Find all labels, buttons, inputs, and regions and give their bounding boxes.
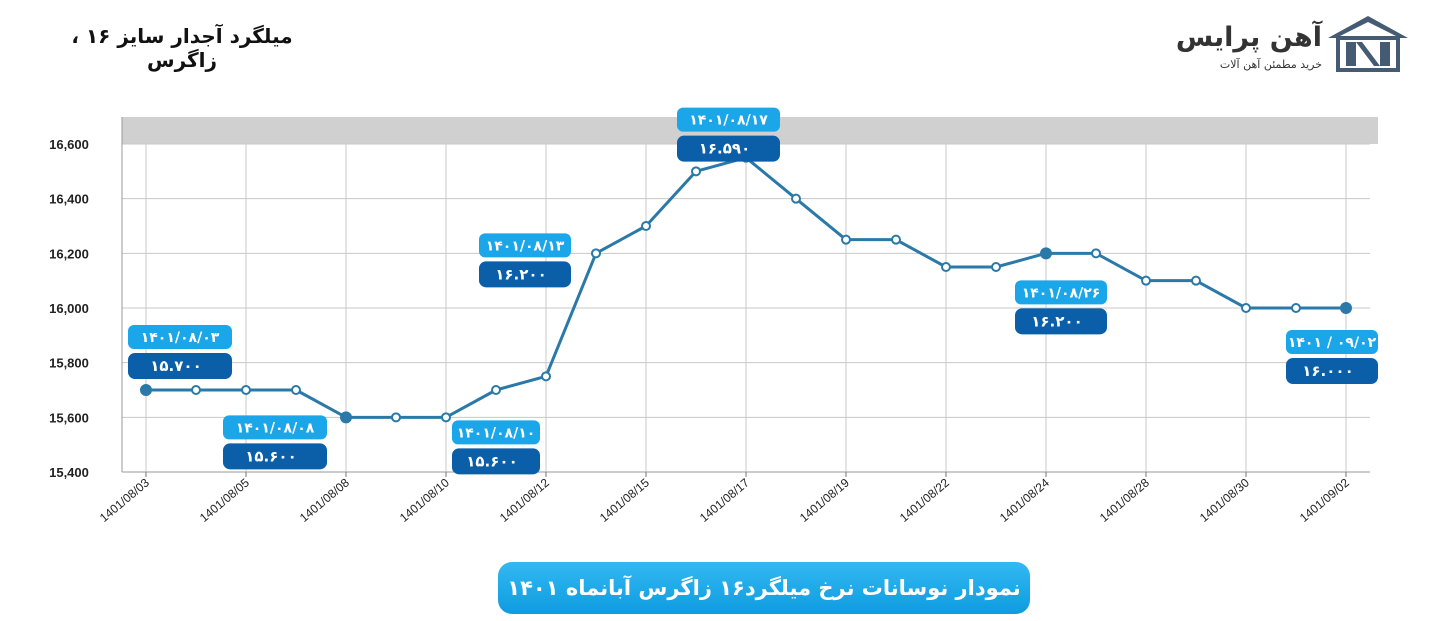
date-label-bg xyxy=(128,325,232,349)
data-point xyxy=(1091,248,1101,259)
x-tick-label: 1401/08/12 xyxy=(497,475,552,525)
brand-tagline: خرید مطمئن آهن آلات xyxy=(1219,58,1322,71)
x-tick-label: 1401/08/19 xyxy=(797,475,852,525)
y-tick-label: 15,400 xyxy=(49,465,89,480)
date-label: ۱۴۰۱/۰۸/۱۳ xyxy=(486,238,565,254)
y-tick-label: 16,200 xyxy=(49,246,89,261)
x-tick-label: 1401/08/15 xyxy=(597,475,652,525)
data-point xyxy=(340,411,352,424)
data-point xyxy=(291,385,301,395)
y-tick-label: 16,400 xyxy=(49,192,89,207)
brand-name: آهن پرایس xyxy=(1175,22,1322,53)
price-annotation: ۱۴۰۱/۰۸/۲۶ ۱۶.۲۰۰ xyxy=(1015,280,1107,335)
price-label-bg xyxy=(677,135,780,162)
price-label: ۱۵.۶۰۰ xyxy=(245,447,296,465)
y-tick-label: 15,800 xyxy=(49,356,89,371)
x-tick-label: 1401/08/08 xyxy=(297,475,352,525)
price-label-bg xyxy=(479,261,571,288)
data-point xyxy=(140,384,152,396)
x-tick-label: 1401/08/30 xyxy=(1197,475,1252,525)
price-annotation: ۱۴۰۱ / ۰۹/۰۲ ۱۶.۰۰۰ xyxy=(1286,330,1378,384)
date-label-bg xyxy=(677,107,780,132)
date-label-bg xyxy=(1015,280,1107,305)
date-label: ۱۴۰۱/۰۸/۲۶ xyxy=(1022,285,1101,301)
date-label-bg xyxy=(452,420,540,445)
x-tick-label: 1401/08/28 xyxy=(1097,475,1152,525)
data-point xyxy=(591,248,601,259)
price-annotation: ۱۴۰۱/۰۸/۰۸ ۱۵.۶۰۰ xyxy=(223,415,327,470)
x-tick-label: 1401/08/17 xyxy=(697,475,752,525)
page-title: میلگرد آجدار سایز ۱۶ ، زاگرس xyxy=(71,24,293,72)
price-label-bg xyxy=(128,353,232,379)
price-label-bg xyxy=(223,443,327,470)
data-point xyxy=(1141,275,1151,286)
price-label-bg xyxy=(452,448,540,475)
y-tick-label: 16,600 xyxy=(49,137,89,152)
chart-grid xyxy=(122,143,1370,473)
data-point xyxy=(791,193,801,204)
brand[interactable]: آهن پرایس خرید مطمئن آهن آلات xyxy=(1176,12,1410,76)
date-label: ۱۴۰۱/۰۸/۱۷ xyxy=(689,113,768,129)
data-point xyxy=(641,221,651,231)
data-point xyxy=(1291,303,1301,313)
data-point xyxy=(841,234,851,245)
date-label: ۱۴۰۱/۰۸/۰۸ xyxy=(236,420,315,436)
data-point xyxy=(541,371,551,382)
price-label-bg xyxy=(1286,358,1378,384)
x-tick-label: 1401/08/05 xyxy=(197,475,252,525)
data-point xyxy=(441,412,451,423)
data-point xyxy=(391,412,401,423)
price-label: ۱۵.۶۰۰ xyxy=(466,452,517,470)
price-annotation: ۱۴۰۱/۰۸/۱۰ ۱۵.۶۰۰ xyxy=(452,420,540,475)
price-label: ۱۶.۵۹۰ xyxy=(699,140,750,158)
series-points xyxy=(140,152,1352,424)
y-axis-ticks: 15,400 15,600 15,800 16,000 16,200 16,400 16,6… xyxy=(49,137,89,480)
date-label-bg xyxy=(1286,330,1378,354)
price-annotation: ۱۴۰۱/۰۸/۰۳ ۱۵.۷۰۰ xyxy=(128,325,232,379)
x-tick-label: 1401/08/03 xyxy=(97,475,152,525)
y-tick-label: 15,600 xyxy=(49,410,89,425)
data-point xyxy=(991,262,1001,272)
price-label: ۱۶.۰۰۰ xyxy=(1302,362,1353,380)
data-point xyxy=(491,385,501,395)
price-label: ۱۵.۷۰۰ xyxy=(150,357,201,375)
data-point xyxy=(1191,275,1201,286)
price-label: ۱۶.۲۰۰ xyxy=(1031,312,1082,330)
x-tick-label: 1401/09/02 xyxy=(1297,475,1352,525)
x-tick-label: 1401/08/10 xyxy=(397,475,452,525)
x-axis-ticks: 1401/08/03 1401/08/05 1401/08/08 1401/08/10… xyxy=(97,472,1352,525)
data-point xyxy=(241,385,251,395)
x-tick-label: 1401/08/22 xyxy=(897,475,952,525)
data-point xyxy=(1040,247,1052,260)
chart-caption: نمودار نوسانات نرخ میلگرد۱۶ زاگرس آبانما… xyxy=(498,562,1030,614)
price-annotations: ۱۴۰۱/۰۸/۰۳۱۵.۷۰۰۱۴۰۱/۰۸/۰۸۱۵.۶۰۰۱۴۰۱/۰۸/… xyxy=(128,107,1378,475)
data-point xyxy=(1241,303,1251,313)
price-annotation: ۱۴۰۱/۰۸/۱۷ ۱۶.۵۹۰ xyxy=(677,107,780,162)
date-label: ۱۴۰۱ / ۰۹/۰۲ xyxy=(1288,335,1377,351)
y-tick-label: 16,000 xyxy=(49,301,89,316)
data-point xyxy=(1340,302,1352,314)
date-label: ۱۴۰۱/۰۸/۱۰ xyxy=(457,425,536,441)
price-label: ۱۶.۲۰۰ xyxy=(495,265,546,283)
roof-house-logo-icon xyxy=(1328,16,1408,72)
date-label-bg xyxy=(223,415,327,440)
date-label-bg xyxy=(479,233,571,258)
date-label: ۱۴۰۱/۰۸/۰۳ xyxy=(141,330,220,346)
price-label-bg xyxy=(1015,308,1107,335)
data-point xyxy=(191,385,201,395)
data-point xyxy=(691,166,701,177)
price-annotation: ۱۴۰۱/۰۸/۱۳ ۱۶.۲۰۰ xyxy=(479,233,571,288)
x-tick-label: 1401/08/24 xyxy=(997,475,1052,525)
data-point xyxy=(941,262,951,272)
data-point xyxy=(891,234,901,245)
